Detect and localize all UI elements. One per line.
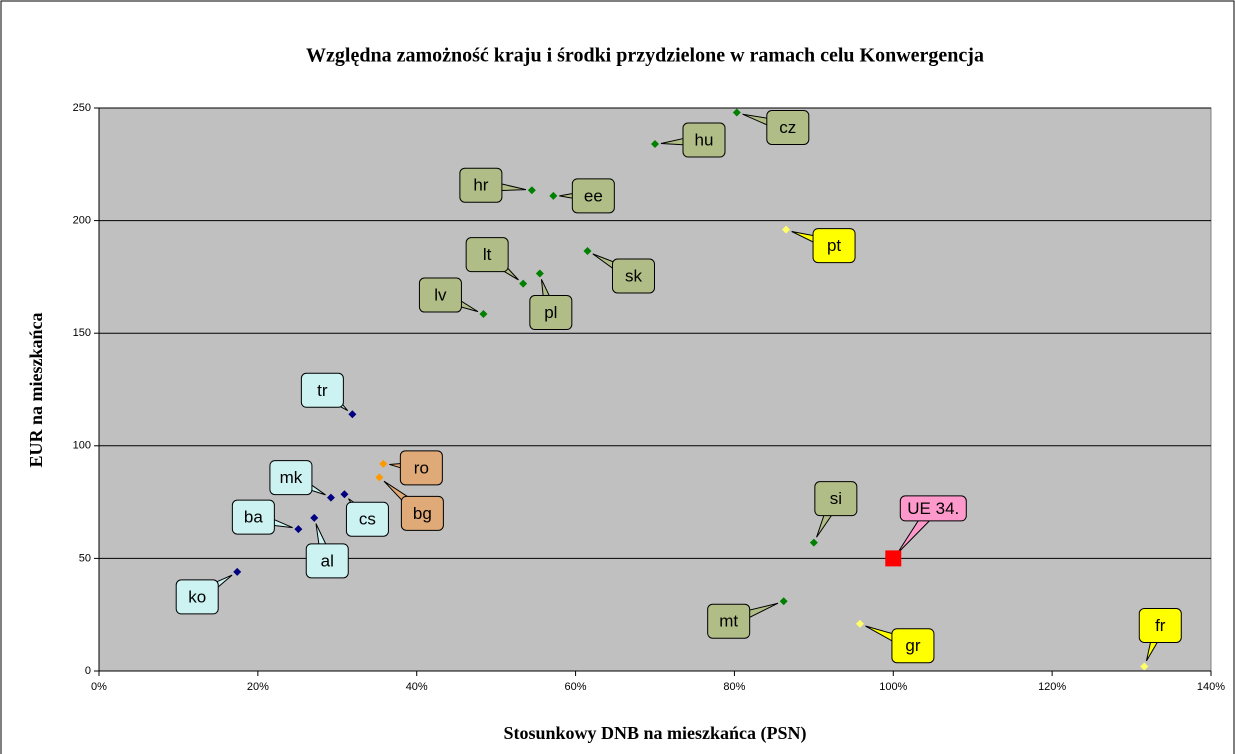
callout-box	[418, 277, 462, 313]
point-label: cs	[359, 510, 376, 529]
x-tick-label: 60%	[565, 681, 587, 693]
callout-box	[459, 167, 503, 203]
data-point	[855, 619, 864, 628]
point-label: fr	[1155, 616, 1166, 635]
y-tick-label: 200	[73, 215, 91, 227]
callout-box	[707, 603, 751, 639]
callout-box	[300, 372, 344, 408]
data-point	[233, 567, 242, 576]
data-point	[809, 538, 818, 547]
point-label: sk	[625, 266, 643, 285]
data-point	[885, 550, 902, 567]
point-label: al	[321, 551, 334, 570]
y-tick-label: 250	[73, 102, 91, 114]
point-label: ro	[414, 458, 429, 477]
point-label: mt	[719, 612, 738, 631]
callout-box	[305, 543, 349, 579]
callout-box	[175, 579, 219, 615]
point-label: hu	[695, 131, 714, 150]
x-tick-label: 120%	[1038, 681, 1066, 693]
x-tick-label: 80%	[723, 681, 745, 693]
data-point	[527, 186, 536, 195]
x-tick-label: 40%	[406, 681, 428, 693]
callout-box	[400, 495, 444, 531]
callout-box	[766, 110, 810, 146]
callout-box	[611, 258, 655, 294]
data-point	[519, 279, 528, 288]
callout-box	[1138, 607, 1182, 643]
callout-box	[269, 460, 313, 496]
data-point	[1140, 662, 1149, 671]
data-point	[326, 493, 335, 502]
point-label: ko	[188, 587, 206, 606]
point-label: bg	[413, 504, 432, 523]
data-point	[549, 191, 558, 200]
y-tick-label: 100	[73, 440, 91, 452]
point-label: lv	[434, 286, 447, 305]
x-tick-label: 140%	[1197, 681, 1225, 693]
data-point	[379, 459, 388, 468]
callout-box	[812, 228, 856, 264]
data-point	[310, 513, 319, 522]
point-label: mk	[280, 468, 303, 487]
callout-box	[571, 178, 615, 214]
callout-box	[682, 122, 726, 158]
x-tick-label: 20%	[247, 681, 269, 693]
data-point	[779, 597, 788, 606]
data-point	[294, 525, 303, 534]
point-label: si	[830, 489, 842, 508]
callout-box	[399, 450, 443, 486]
data-point	[651, 140, 659, 149]
x-tick-label: 100%	[879, 681, 907, 693]
data-point	[732, 108, 741, 117]
y-tick-label: 150	[73, 327, 91, 339]
point-label: gr	[905, 636, 920, 655]
data-point	[535, 269, 544, 278]
point-label: pl	[544, 303, 557, 322]
data-point	[340, 490, 349, 499]
callout-box	[814, 481, 858, 517]
data-point	[479, 310, 488, 319]
callout-box	[891, 628, 935, 664]
data-point	[348, 410, 357, 419]
data-point	[782, 225, 791, 234]
point-label: hr	[473, 176, 488, 195]
data-point	[375, 473, 384, 482]
y-tick-label: 50	[79, 552, 91, 564]
y-axis-title: EUR na mieszkańca	[26, 312, 46, 467]
point-label: ba	[244, 508, 263, 527]
data-point	[583, 247, 592, 256]
callout-box	[231, 499, 275, 535]
point-label: tr	[317, 381, 328, 400]
plot-area	[98, 107, 1212, 672]
callout-box	[899, 495, 967, 522]
x-tick-label: 0%	[91, 681, 107, 693]
point-label: pt	[827, 236, 841, 255]
callout-box	[345, 501, 389, 537]
x-axis-title: Stosunkowy DNB na mieszkańca (PSN)	[503, 723, 806, 744]
callout-box	[465, 237, 509, 273]
callout-box	[529, 295, 573, 331]
chart-title: Względna zamożność kraju i środki przydz…	[306, 45, 984, 67]
y-tick-label: 0	[85, 665, 91, 677]
point-label: lt	[483, 245, 492, 264]
point-label: ee	[584, 186, 603, 205]
point-label: cz	[779, 118, 796, 137]
point-label: UE 34.	[907, 499, 959, 518]
